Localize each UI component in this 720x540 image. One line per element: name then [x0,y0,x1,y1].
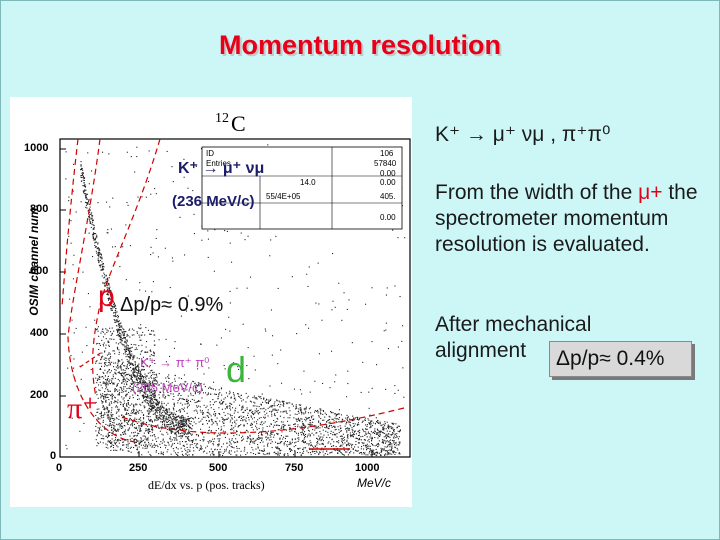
decay-line: K⁺ → μ⁺ νμ , π⁺π⁰ [435,123,611,146]
stats-value-6: 405. [380,192,396,201]
stats-id-label: ID [206,149,214,158]
y-tick-200: 200 [30,389,49,401]
stats-id-value: 106 [380,149,394,158]
kmu-momentum-label: (236 MeV/c) [172,193,255,210]
slide-title: Momentum resolution [219,30,501,60]
kpi-momentum-label: (205 MeV/c) [132,380,203,395]
y-tick-600: 600 [30,265,49,277]
y-tick-0: 0 [50,450,57,462]
band-curve-1 [67,138,136,443]
y-tick-400: 400 [30,327,49,339]
paragraph-width: From the width of the μ+ the spectromete… [435,180,705,258]
nucleus-symbol: C [231,111,246,136]
paragraph-width-part2: the spectrometer momentum resolution is … [435,181,698,256]
x-tick-1000: 1000 [355,462,380,474]
y-tick-1000: 1000 [24,142,49,154]
band-curve-2 [61,138,79,308]
y-tick-800: 800 [30,203,49,215]
y-tick-marks [60,148,66,458]
x-tick-500: 500 [209,462,228,474]
nucleus-mass: 12 [215,111,229,126]
resolution-label: Δp/p≈ 0.9% [120,294,224,316]
paragraph-width-part1: From the width of the [435,181,633,204]
x-tick-250: 250 [129,462,148,474]
x-tick-marks [59,451,373,457]
stats-entries-value: 57840 [374,159,397,168]
x-tick-0: 0 [56,462,63,474]
paragraph-alignment: After mechanical alignment [435,313,592,362]
stats-value-7: 0.00 [380,213,396,222]
stats-entries-label: Entries [206,159,231,168]
muon-highlight: μ+ [638,181,663,204]
plot-graphics [59,138,411,458]
resolution-callout: Δp/p≈ 0.4% [549,341,692,377]
band-curve-4 [121,406,409,434]
proton-label: p [98,280,115,313]
pion-label: π⁺ [67,392,98,425]
x-unit-label: MeV/c [357,476,392,490]
x-axis-label: dE/dx vs. p (pos. tracks) [148,478,265,492]
stats-value-5: 0.00 [380,178,396,187]
deuteron-label: d [226,349,247,390]
stats-box [201,146,403,230]
kmu-decay-label: K⁺ → μ⁺ νμ [178,160,265,177]
stats-value-4: 14.0 [300,178,316,187]
stats-value-3: 0.00 [380,169,396,178]
stats-extra: 55/4E+05 [266,192,301,201]
x-tick-750: 750 [285,462,304,474]
kpi-decay-label: K⁺ → π⁺ π⁰ [140,355,210,370]
band-curve-5 [79,351,103,368]
scatter-points [65,144,406,457]
scatter-plot: 12 C OSIM channel num. 1000 800 600 400 … [10,97,412,507]
